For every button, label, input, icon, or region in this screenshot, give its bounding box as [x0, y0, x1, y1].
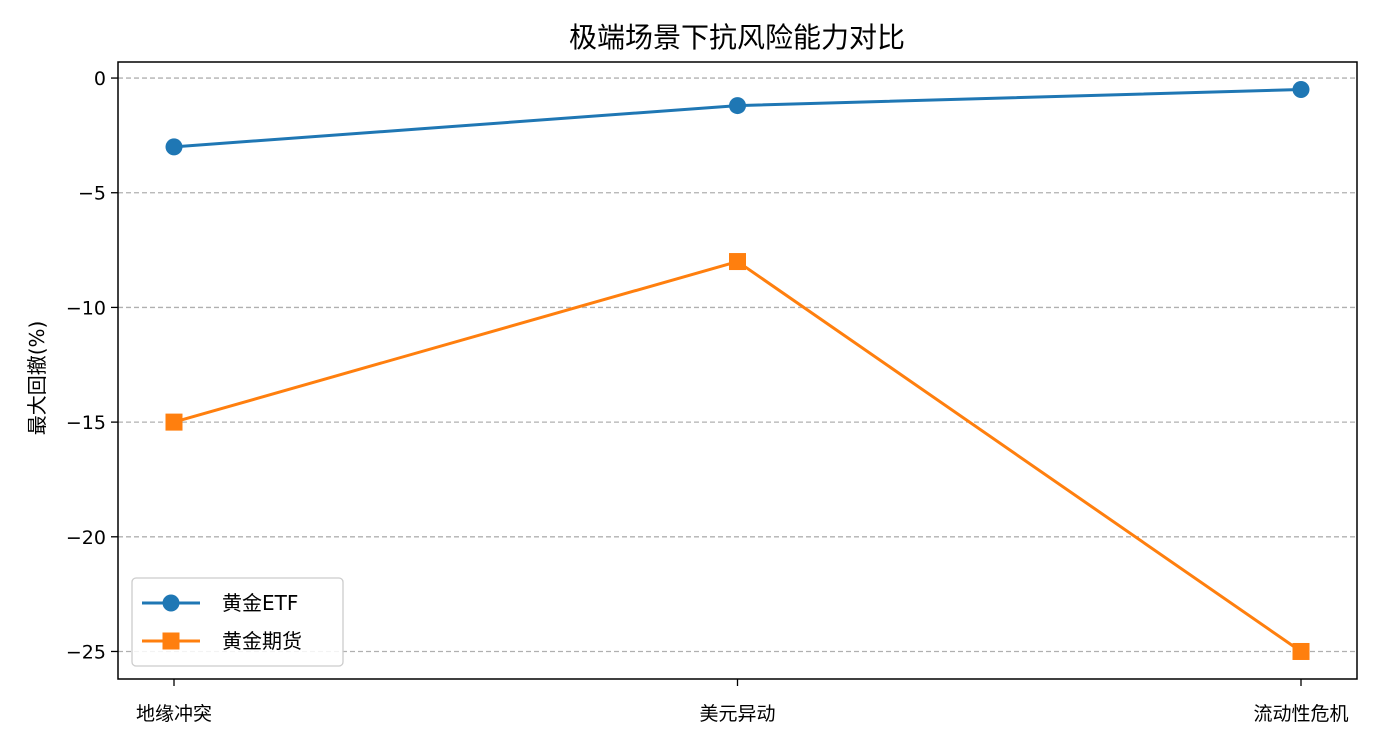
- y-axis-ticks: 0 −5 −10 −15 −20 −25: [66, 68, 118, 663]
- series-layer: [165, 81, 1310, 660]
- legend-label: 黄金ETF: [222, 591, 298, 615]
- y-axis-label: 最大回撤(%): [25, 321, 49, 436]
- x-tick-label: 流动性危机: [1253, 703, 1348, 725]
- data-point: [165, 138, 183, 156]
- x-axis-ticks: 地缘冲突 美元异动 流动性危机: [136, 679, 1349, 725]
- grid-lines: [118, 77, 1357, 653]
- y-tick-label: 0: [94, 68, 106, 90]
- data-point: [1292, 642, 1310, 660]
- y-tick-label: −10: [66, 297, 106, 319]
- data-point: [1292, 81, 1310, 99]
- y-tick-label: −15: [66, 412, 106, 434]
- y-tick-label: −25: [66, 641, 106, 663]
- legend-marker: [162, 632, 180, 650]
- chart-title: 极端场景下抗风险能力对比: [569, 21, 905, 54]
- legend: 黄金ETF 黄金期货: [131, 577, 344, 667]
- x-tick-label: 地缘冲突: [136, 703, 212, 725]
- data-point: [729, 253, 746, 271]
- data-point: [729, 97, 746, 115]
- data-point: [165, 413, 183, 431]
- legend-box: [131, 577, 344, 667]
- legend-marker: [162, 594, 180, 612]
- x-tick-label: 美元异动: [699, 703, 775, 725]
- y-tick-label: −20: [66, 527, 106, 549]
- y-tick-label: −5: [78, 183, 106, 205]
- legend-label: 黄金期货: [222, 629, 302, 653]
